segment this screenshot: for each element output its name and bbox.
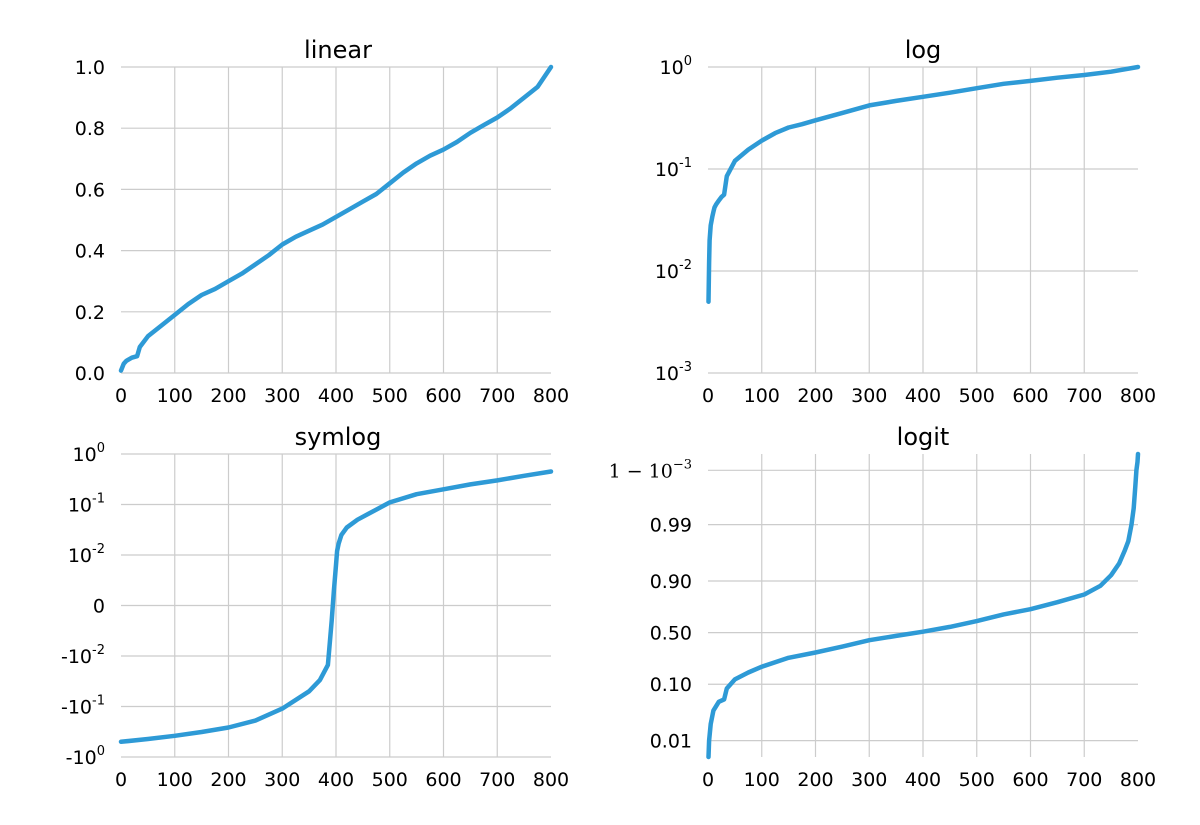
x-tick-label: 800 (533, 769, 569, 791)
x-tick-label: 100 (157, 385, 193, 407)
y-tick-label: 0.90 (650, 571, 692, 593)
x-tick-label: 300 (851, 385, 887, 407)
y-tick-label: 10-3 (655, 360, 692, 385)
x-tick-label: 0 (702, 385, 714, 407)
x-tick-label: 800 (533, 385, 569, 407)
x-tick-label: 700 (1066, 769, 1102, 791)
data-line (706, 64, 1141, 304)
y-tick-label: -10-2 (61, 643, 105, 668)
y-tick-label: 10-1 (68, 492, 105, 517)
x-tick-label: 700 (479, 769, 515, 791)
x-tick-label: 400 (905, 385, 941, 407)
x-tick-label: 500 (959, 385, 995, 407)
subplot-symlog: symlog 0 100 200 300 400 500 600 700 800 100 10-1 1… (61, 423, 569, 791)
subplot-logit: logit 0 100 200 300 400 500 600 700 800 1 − 10−3 0… (609, 423, 1157, 791)
x-tick-label: 800 (1120, 769, 1156, 791)
x-tick-label: 800 (1120, 385, 1156, 407)
y-tick-label: -100 (66, 744, 105, 769)
x-tick-label: 200 (797, 385, 833, 407)
x-tick-label: 300 (264, 769, 300, 791)
x-tick-label: 0 (115, 769, 127, 791)
y-tick-label: 1 − 10−3 (609, 457, 692, 482)
y-tick-label: 10-2 (68, 542, 105, 567)
x-tick-label: 400 (318, 769, 354, 791)
x-tick-label: 0 (115, 385, 127, 407)
x-tick-label: 200 (797, 769, 833, 791)
x-tick-label: 300 (264, 385, 300, 407)
x-tick-label: 0 (702, 769, 714, 791)
x-tick-label: 600 (1012, 385, 1048, 407)
y-tick-label: 0.01 (650, 731, 692, 753)
y-tick-label: 0.2 (75, 302, 105, 324)
x-tick-label: 500 (372, 385, 408, 407)
y-tick-label: 0.4 (75, 241, 105, 263)
y-tick-label: 0.0 (75, 363, 105, 385)
x-tick-label: 200 (210, 385, 246, 407)
x-tick-label: 300 (851, 769, 887, 791)
y-tick-label: 100 (73, 441, 105, 466)
y-tick-label: 0.6 (75, 179, 105, 201)
data-line (118, 64, 554, 373)
x-tick-label: 600 (425, 385, 461, 407)
x-tick-label: 600 (425, 769, 461, 791)
x-tick-label: 600 (1012, 769, 1048, 791)
y-tick-label: 0.10 (650, 674, 692, 696)
x-tick-label: 700 (1066, 385, 1102, 407)
y-tick-label: -10-1 (61, 694, 105, 719)
y-tick-label: 100 (660, 54, 692, 79)
data-line (706, 451, 1141, 760)
y-tick-label: 1.0 (75, 57, 105, 79)
y-tick-label: 0.8 (75, 118, 105, 140)
subplot-title: linear (304, 36, 372, 64)
x-tick-label: 700 (479, 385, 515, 407)
x-tick-label: 500 (959, 769, 995, 791)
x-tick-label: 400 (318, 385, 354, 407)
y-tick-label: 10-2 (655, 258, 692, 283)
subplot-title: log (905, 36, 942, 64)
subplot-log: log 0 100 200 300 400 500 600 700 800 100 10-1 10-2… (655, 36, 1156, 407)
y-tick-label: 0.99 (650, 515, 692, 537)
x-tick-label: 400 (905, 769, 941, 791)
data-line (118, 469, 554, 745)
x-tick-label: 500 (372, 769, 408, 791)
x-tick-label: 100 (157, 769, 193, 791)
x-tick-label: 200 (210, 769, 246, 791)
y-tick-label: 10-1 (655, 156, 692, 181)
subplot-title: symlog (295, 423, 382, 451)
y-tick-label: 0 (93, 596, 105, 618)
subplot-title: logit (897, 423, 950, 451)
y-tick-label: 0.50 (650, 623, 692, 645)
x-tick-label: 100 (744, 769, 780, 791)
subplot-linear: linear 0 100 200 300 400 500 600 700 800 0.0 0.2 0.… (75, 36, 569, 407)
x-tick-label: 100 (744, 385, 780, 407)
